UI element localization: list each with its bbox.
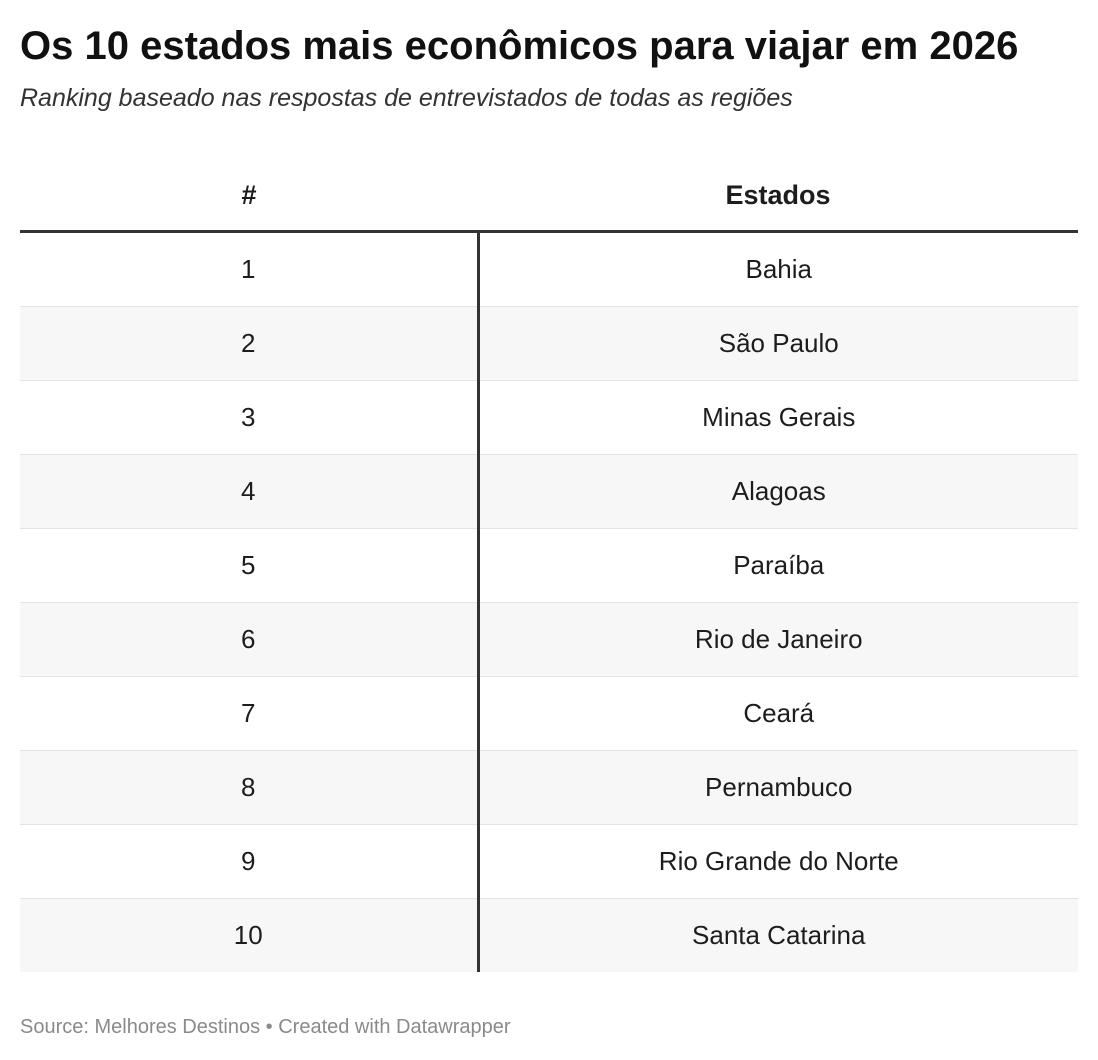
chart-subtitle: Ranking baseado nas respostas de entrevi…	[20, 84, 793, 112]
rank-cell: 2	[20, 306, 480, 381]
state-cell: Rio de Janeiro	[478, 602, 1078, 677]
chart-title: Os 10 estados mais econômicos para viaja…	[20, 24, 1019, 68]
table-row: 9 Rio Grande do Norte	[20, 824, 1078, 899]
state-cell: São Paulo	[478, 306, 1078, 381]
ranking-table: # Estados 1 Bahia 2 São Paulo 3 Minas Ge…	[20, 160, 1078, 972]
table-row: 10 Santa Catarina	[20, 898, 1078, 972]
table-row: 7 Ceará	[20, 676, 1078, 751]
table-header-row: # Estados	[20, 160, 1078, 233]
state-cell: Rio Grande do Norte	[478, 824, 1078, 899]
state-cell: Santa Catarina	[478, 898, 1078, 972]
state-cell: Ceará	[478, 676, 1078, 751]
rank-cell: 3	[20, 380, 480, 455]
rank-cell: 4	[20, 454, 480, 529]
rank-cell: 8	[20, 750, 480, 825]
rank-cell: 5	[20, 528, 480, 603]
state-cell: Pernambuco	[478, 750, 1078, 825]
table-row: 4 Alagoas	[20, 454, 1078, 529]
state-cell: Paraíba	[478, 528, 1078, 603]
source-footer: Source: Melhores Destinos • Created with…	[20, 1016, 511, 1038]
chart-container: Os 10 estados mais econômicos para viaja…	[20, 18, 1078, 972]
rank-cell: 1	[20, 231, 480, 307]
rank-cell: 6	[20, 602, 480, 677]
rank-cell: 7	[20, 676, 480, 751]
table-row: 5 Paraíba	[20, 528, 1078, 603]
table-row: 8 Pernambuco	[20, 750, 1078, 825]
table-row: 3 Minas Gerais	[20, 380, 1078, 455]
rank-cell: 10	[20, 898, 480, 972]
table-row: 1 Bahia	[20, 231, 1078, 307]
column-header-states[interactable]: Estados	[478, 160, 1078, 233]
state-cell: Minas Gerais	[478, 380, 1078, 455]
state-cell: Bahia	[478, 231, 1078, 307]
column-header-rank[interactable]: #	[20, 160, 478, 233]
table-body: 1 Bahia 2 São Paulo 3 Minas Gerais 4 Ala…	[20, 231, 1078, 972]
table-row: 6 Rio de Janeiro	[20, 602, 1078, 677]
table-row: 2 São Paulo	[20, 306, 1078, 381]
rank-cell: 9	[20, 824, 480, 899]
state-cell: Alagoas	[478, 454, 1078, 529]
